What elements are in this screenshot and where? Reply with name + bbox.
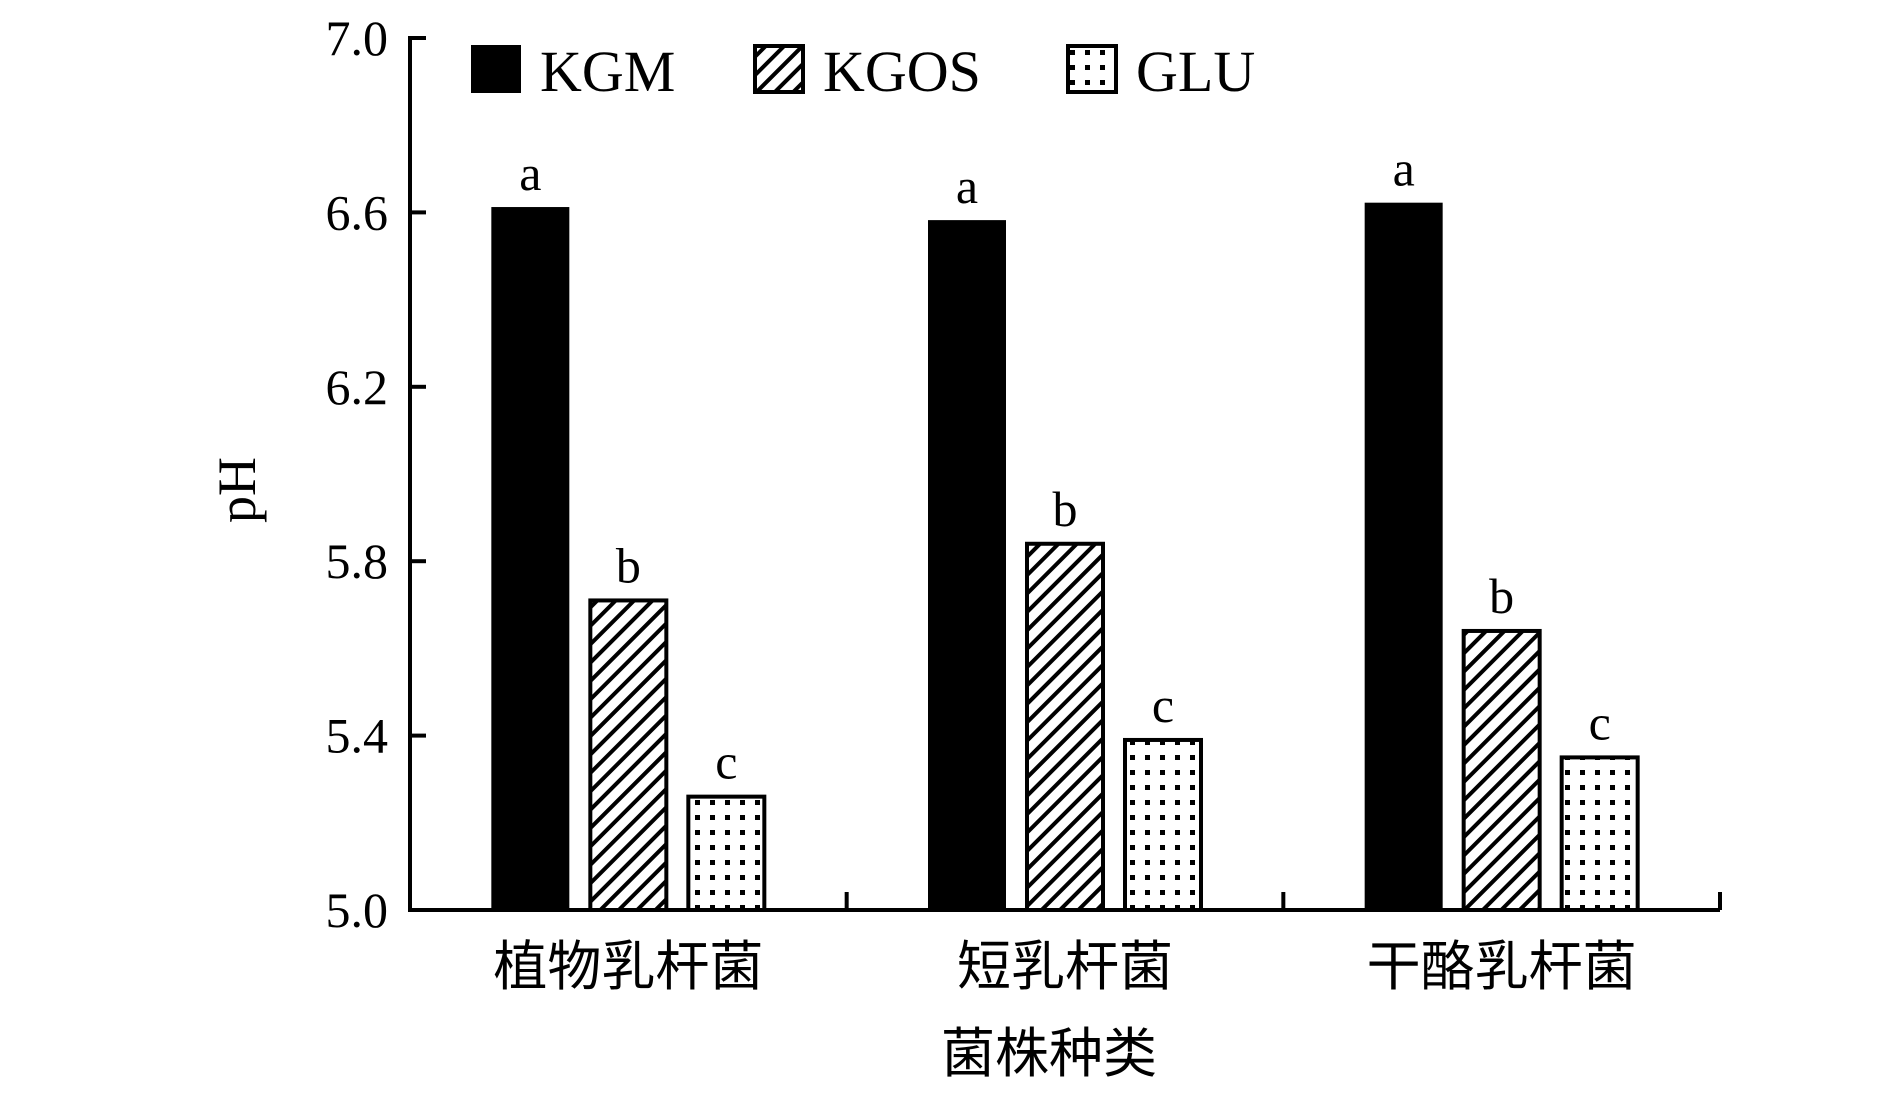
bar-significance-label: c <box>1589 694 1611 750</box>
x-axis-title: 菌株种类 <box>941 1024 1157 1084</box>
bar <box>1364 202 1443 911</box>
x-category-label: 短乳杆菌 <box>957 937 1173 997</box>
y-tick-label: 6.6 <box>326 184 389 240</box>
bar-significance-label: b <box>1489 568 1514 624</box>
axes-layer: 5.0 5.4 5.8 6.2 6.6 7.0 <box>326 10 1722 938</box>
bar-significance-label: a <box>1393 141 1415 197</box>
legend-label: GLU <box>1136 39 1255 104</box>
legend-swatch <box>753 44 805 94</box>
bar <box>1025 541 1105 912</box>
bar-significance-label: c <box>1152 677 1174 733</box>
bar <box>1559 755 1640 913</box>
x-category-label: 植物乳杆菌 <box>493 937 763 997</box>
legend-swatch <box>1066 44 1118 94</box>
bar <box>1461 628 1542 913</box>
labels-layer: a b c 植物乳杆菌 a b c 短乳杆菌 a b c 干酪乳杆菌 <box>493 141 1636 997</box>
y-tick-label: 5.4 <box>326 708 389 764</box>
bar-significance-label: c <box>715 734 737 790</box>
bar-significance-label: a <box>519 145 541 201</box>
bar <box>686 794 767 913</box>
bar <box>491 207 570 912</box>
legend: KGM KGOS GLU <box>471 39 1255 104</box>
y-axis-title: pH <box>207 457 267 523</box>
y-tick-label: 5.8 <box>326 533 389 589</box>
bar <box>588 598 669 912</box>
bar <box>928 220 1006 911</box>
bars-layer <box>491 202 1640 913</box>
legend-label: KGM <box>540 39 675 104</box>
bar-significance-label: b <box>1053 481 1078 537</box>
y-tick-label: 6.2 <box>326 359 389 415</box>
y-tick-label: 5.0 <box>326 882 389 938</box>
x-category-label: 干酪乳杆菌 <box>1367 937 1637 997</box>
bar-significance-label: b <box>616 537 641 593</box>
bar-significance-label: a <box>956 158 978 214</box>
y-tick-label: 7.0 <box>326 10 389 66</box>
bar <box>1123 737 1203 913</box>
legend-label: KGOS <box>823 39 981 104</box>
legend-swatch <box>471 45 521 93</box>
